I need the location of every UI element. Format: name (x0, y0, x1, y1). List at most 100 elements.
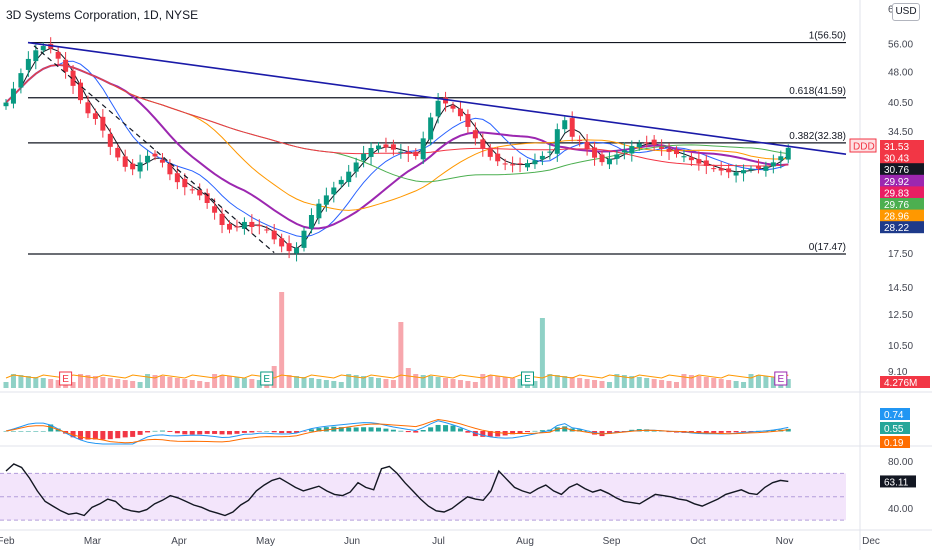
macd-histogram-bar (435, 424, 441, 432)
candle-body (55, 51, 61, 59)
volume-bar (718, 379, 724, 388)
volume-bar (398, 322, 404, 388)
price-tick-label: 10.50 (888, 341, 913, 352)
macd-label-bg (880, 436, 910, 448)
candle-body (763, 166, 769, 171)
macd-histogram-bar (606, 431, 612, 434)
candle-body (25, 58, 31, 70)
price-label-bg (880, 151, 924, 164)
volume-bar (465, 381, 471, 388)
macd-histogram-bar (33, 431, 39, 432)
candle-body (137, 162, 143, 172)
price-label-bg (880, 221, 924, 234)
volume-bar (703, 377, 709, 388)
price-tick-label: 34.50 (888, 127, 913, 138)
macd-histogram-bar (249, 431, 255, 433)
volume-bar (450, 379, 456, 388)
candle-body (159, 159, 165, 163)
volume-bar (18, 375, 24, 388)
macd-histogram-bar (450, 425, 456, 432)
macd-histogram-bar (130, 431, 136, 437)
candle-body (331, 187, 337, 195)
candle-body (70, 70, 76, 86)
price-label-value: 31.53 (884, 142, 909, 153)
candle-body (10, 88, 16, 104)
descending-trendline (27, 41, 847, 155)
volume-bar (368, 377, 374, 388)
volume-bar (70, 382, 76, 388)
macd-histogram-bar (428, 427, 434, 432)
macd-histogram-bar (92, 431, 98, 440)
candle-body (472, 130, 478, 139)
candle-body (189, 189, 195, 191)
macd-histogram-bar (726, 431, 732, 433)
chart-title: 3D Systems Corporation, 1D, NYSE (6, 8, 199, 22)
macd-histogram-bar (107, 431, 113, 440)
macd-histogram-bar (241, 431, 247, 433)
price-tick-label: 48.00 (888, 67, 913, 78)
candle-body (711, 168, 717, 170)
volume-bar (510, 378, 516, 388)
candle-body (428, 117, 434, 140)
macd-histogram-bar (271, 431, 277, 433)
candle-body (234, 226, 240, 228)
macd-histogram-bar (3, 431, 9, 432)
dashed-trendline (33, 45, 275, 254)
candle-body (353, 162, 359, 172)
candle-body (547, 151, 553, 153)
candle-body (264, 229, 270, 231)
symbol-tag (849, 138, 877, 153)
macd-histogram-bar (78, 431, 83, 440)
candle-body (204, 193, 210, 203)
volume-bar (227, 376, 232, 388)
price-label-bg (880, 174, 924, 187)
volume-bar (480, 374, 486, 388)
volume-bar (167, 377, 173, 388)
macd-histogram-bar (465, 431, 471, 433)
candle-body (614, 154, 620, 159)
macd-histogram-bar (487, 431, 493, 438)
volume-bar (100, 377, 106, 388)
candle-body (517, 163, 523, 165)
volume-bar (256, 380, 262, 388)
volume-bar (331, 381, 337, 388)
volume-bar (696, 376, 702, 388)
rsi-label-bg (880, 475, 916, 488)
macd-histogram-bar (420, 430, 426, 432)
earnings-marker (260, 371, 274, 386)
volume-bar (390, 380, 396, 388)
ma-orange-line (5, 64, 789, 211)
time-tick-label: Jun (344, 536, 360, 547)
candle-body (674, 149, 679, 155)
candle-body (450, 105, 456, 109)
macd-histogram-bar (532, 430, 538, 432)
symbol-tag-text: DDD (853, 142, 875, 153)
candle-body (606, 158, 612, 165)
ma-purple-line (5, 63, 789, 230)
volume-bar (472, 382, 478, 388)
ma-red-line (5, 64, 789, 167)
volume-bar (636, 377, 642, 388)
candle-body (40, 46, 46, 51)
macd-histogram-bar (510, 431, 516, 435)
time-tick-label: Oct (690, 536, 706, 547)
candle-body (420, 138, 426, 160)
candle-body (465, 114, 471, 127)
candle-body (696, 159, 702, 164)
rsi-line (5, 463, 789, 517)
macd-histogram-bar (301, 431, 307, 432)
volume-bar (115, 379, 121, 388)
macd-histogram-bar (182, 431, 188, 435)
time-tick-label: Feb (0, 536, 15, 547)
time-tick-label: Aug (516, 536, 534, 547)
macd-histogram-bar (376, 427, 381, 432)
currency-button[interactable]: USD (892, 3, 920, 21)
earnings-marker (521, 371, 534, 386)
price-label-value: 28.22 (884, 223, 909, 234)
macd-histogram-bar (539, 430, 545, 432)
time-tick-label: Mar (84, 536, 102, 547)
volume-bar (428, 376, 434, 388)
time-tick-label: Sep (603, 536, 621, 547)
volume-bar (197, 381, 203, 388)
candle-body (554, 129, 560, 154)
